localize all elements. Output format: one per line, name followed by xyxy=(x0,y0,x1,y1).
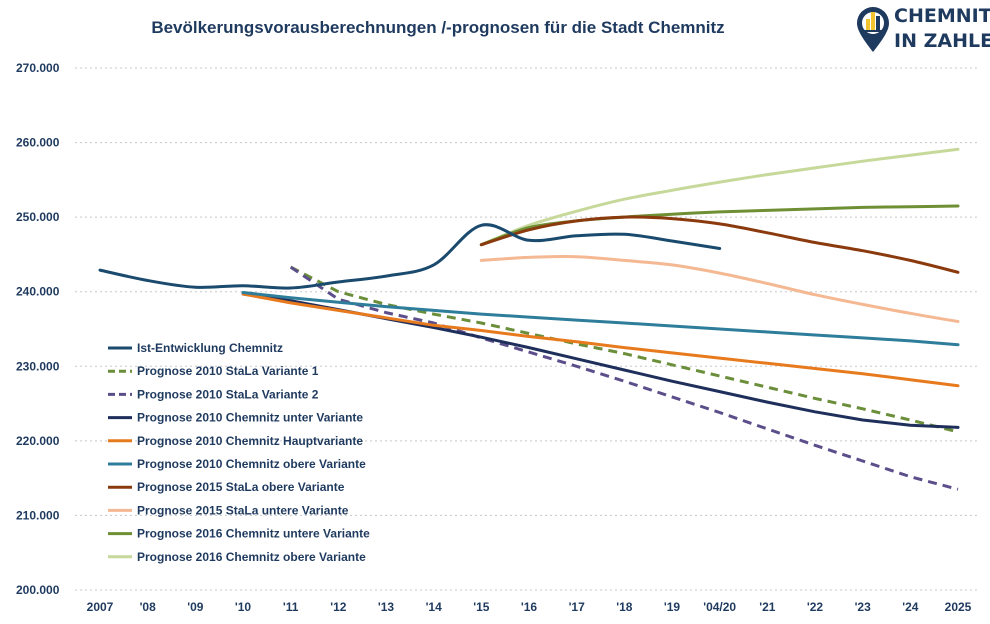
series-line-6 xyxy=(241,291,960,347)
legend-label: Ist-Entwicklung Chemnitz xyxy=(137,341,283,355)
x-tick-label: '12 xyxy=(330,600,347,614)
x-tick-label: '10 xyxy=(235,600,252,614)
x-tick-label: '18 xyxy=(616,600,633,614)
legend-label: Prognose 2010 Chemnitz unter Variante xyxy=(137,411,363,425)
y-tick-label: 220.000 xyxy=(16,434,60,448)
series-lines xyxy=(98,147,960,491)
x-tick-label: 2025 xyxy=(945,600,972,614)
series-line-3 xyxy=(289,265,959,491)
legend-label: Prognose 2015 StaLa untere Variante xyxy=(137,503,349,517)
x-tick-label: '24 xyxy=(902,600,919,614)
x-axis-ticks: 2007 '08 '09 '10 '11 '12 '13 '14 '15 '16 '17 '18 '19… xyxy=(87,600,972,614)
x-tick-label: '14 xyxy=(426,600,443,614)
legend-label: Prognose 2010 StaLa Variante 2 xyxy=(137,387,319,401)
x-tick-label: '22 xyxy=(807,600,824,614)
series-line-10 xyxy=(479,147,960,247)
x-tick-label: '15 xyxy=(473,600,490,614)
series-line-8 xyxy=(479,255,960,323)
y-tick-label: 240.000 xyxy=(16,285,60,299)
y-tick-label: 210.000 xyxy=(16,508,60,522)
x-tick-label: '09 xyxy=(187,600,204,614)
y-tick-label: 270.000 xyxy=(16,61,60,75)
legend-label: Prognose 2010 Chemnitz Hauptvariante xyxy=(137,434,363,448)
y-tick-label: 230.000 xyxy=(16,359,60,373)
series-line-1 xyxy=(98,223,722,290)
x-tick-label: '16 xyxy=(521,600,538,614)
y-tick-label: 260.000 xyxy=(16,136,60,150)
logo-line-1: CHEMNITZ xyxy=(894,5,990,27)
series-line-4 xyxy=(241,292,960,429)
series-line-2 xyxy=(290,265,959,434)
x-tick-label: '17 xyxy=(569,600,586,614)
legend-label: Prognose 2016 Chemnitz obere Variante xyxy=(137,550,366,564)
series-line-7 xyxy=(479,215,960,274)
y-axis-ticks: 200.000 210.000 220.000 230.000 240.000 250.0… xyxy=(16,61,60,597)
x-tick-label: 2007 xyxy=(87,600,114,614)
legend-label: Prognose 2016 Chemnitz untere Variante xyxy=(137,527,370,541)
x-tick-label: '23 xyxy=(855,600,872,614)
x-tick-label: '04/20 xyxy=(703,600,736,614)
location-pin-city-icon xyxy=(857,7,889,52)
chemnitz-in-zahlen-logo: CHEMNITZ IN ZAHLEN xyxy=(857,5,990,52)
legend-label: Prognose 2010 Chemnitz obere Variante xyxy=(137,457,366,471)
chart-title: Bevölkerungsvorausberechnungen /-prognos… xyxy=(151,18,724,37)
legend-label: Prognose 2015 StaLa obere Variante xyxy=(137,480,345,494)
series-line-5 xyxy=(241,292,960,388)
legend-label: Prognose 2010 StaLa Variante 1 xyxy=(137,364,319,378)
x-tick-label: '13 xyxy=(378,600,395,614)
x-tick-label: '08 xyxy=(140,600,157,614)
x-tick-label: '19 xyxy=(664,600,681,614)
y-tick-label: 200.000 xyxy=(16,583,60,597)
x-tick-label: '21 xyxy=(759,600,776,614)
y-tick-label: 250.000 xyxy=(16,210,60,224)
logo-line-2: IN ZAHLEN xyxy=(894,30,990,52)
grid-lines xyxy=(75,67,977,591)
legend: Ist-Entwicklung Chemnitz Prognose 2010 St… xyxy=(108,341,370,564)
x-tick-label: '11 xyxy=(283,600,299,614)
